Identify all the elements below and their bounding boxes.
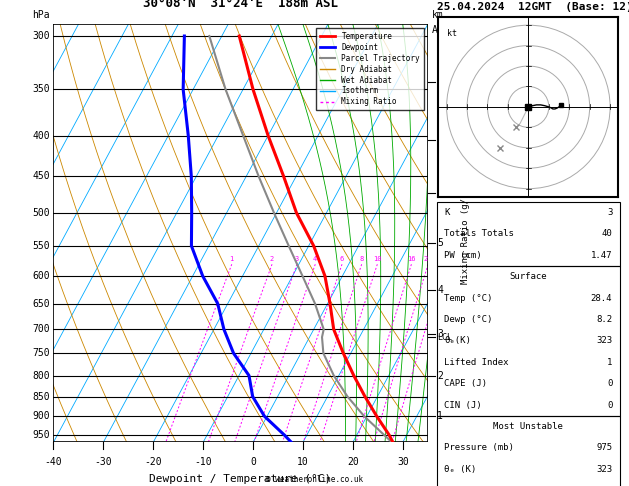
Text: 950: 950 [32,430,50,440]
Text: Lifted Index: Lifted Index [445,358,509,367]
Text: 900: 900 [32,411,50,421]
Text: © weatheronline.co.uk: © weatheronline.co.uk [266,474,363,484]
Text: 40: 40 [601,229,612,238]
Text: 600: 600 [32,271,50,281]
Text: 800: 800 [32,370,50,381]
Text: 6: 6 [437,188,443,198]
Text: 0: 0 [250,457,256,467]
Text: 30: 30 [397,457,409,467]
Text: 400: 400 [32,131,50,140]
Text: 20: 20 [423,256,432,262]
Text: 7: 7 [437,135,443,145]
Text: -40: -40 [45,457,62,467]
Text: PW (cm): PW (cm) [445,251,482,260]
Text: 3: 3 [294,256,299,262]
Text: 30°08'N  31°24'E  188m ASL: 30°08'N 31°24'E 188m ASL [143,0,338,10]
Text: -30: -30 [94,457,112,467]
Text: -10: -10 [194,457,212,467]
Text: Dewp (°C): Dewp (°C) [445,315,493,324]
Text: 323: 323 [596,336,612,346]
Text: CIN (J): CIN (J) [445,400,482,410]
Text: 2: 2 [269,256,274,262]
Text: 350: 350 [32,85,50,94]
Text: LCL: LCL [437,332,452,342]
Text: K: K [445,208,450,217]
Text: 8: 8 [437,77,443,87]
Bar [437,266,620,416]
Text: 10: 10 [372,256,381,262]
Text: 2: 2 [437,371,443,382]
Text: 5: 5 [437,238,443,248]
Text: Temp (°C): Temp (°C) [445,294,493,303]
Text: 6: 6 [340,256,343,262]
Text: Dewpoint / Temperature (°C): Dewpoint / Temperature (°C) [150,473,331,484]
Legend: Temperature, Dewpoint, Parcel Trajectory, Dry Adiabat, Wet Adiabat, Isotherm, Mi: Temperature, Dewpoint, Parcel Trajectory… [316,28,424,110]
Text: 1: 1 [229,256,233,262]
Text: 20: 20 [347,457,359,467]
Text: kt: kt [447,29,457,38]
Text: 750: 750 [32,348,50,358]
Text: km: km [431,10,443,20]
Text: 28.4: 28.4 [591,294,612,303]
Text: ASL: ASL [431,25,449,35]
Text: θₑ (K): θₑ (K) [445,465,477,474]
Text: 16: 16 [407,256,415,262]
Text: 850: 850 [32,392,50,401]
Text: hPa: hPa [32,10,50,20]
Text: 700: 700 [32,324,50,334]
Text: 1.47: 1.47 [591,251,612,260]
Text: Surface: Surface [509,272,547,281]
Text: 450: 450 [32,172,50,181]
Text: -20: -20 [145,457,162,467]
Text: 500: 500 [32,208,50,218]
Text: Totals Totals: Totals Totals [445,229,515,238]
Text: 4: 4 [437,285,443,295]
Text: 8.2: 8.2 [596,315,612,324]
Text: Most Unstable: Most Unstable [493,422,564,431]
Text: 975: 975 [596,444,612,452]
Text: Mixing Ratio (g/kg): Mixing Ratio (g/kg) [460,182,470,284]
Text: 4: 4 [313,256,317,262]
Bar [437,416,620,486]
Text: 25.04.2024  12GMT  (Base: 12): 25.04.2024 12GMT (Base: 12) [437,2,629,12]
Text: 300: 300 [32,31,50,41]
Text: 1: 1 [607,358,612,367]
Text: 3: 3 [437,329,443,339]
Text: 323: 323 [596,465,612,474]
Text: 10: 10 [297,457,309,467]
Text: 650: 650 [32,299,50,309]
Text: 3: 3 [607,208,612,217]
Text: 0: 0 [607,379,612,388]
Text: 8: 8 [359,256,364,262]
Text: 0: 0 [607,400,612,410]
Text: 1: 1 [437,411,443,421]
Text: θₑ(K): θₑ(K) [445,336,471,346]
Text: Pressure (mb): Pressure (mb) [445,444,515,452]
Text: 550: 550 [32,241,50,251]
Text: CAPE (J): CAPE (J) [445,379,487,388]
Bar [437,202,620,266]
